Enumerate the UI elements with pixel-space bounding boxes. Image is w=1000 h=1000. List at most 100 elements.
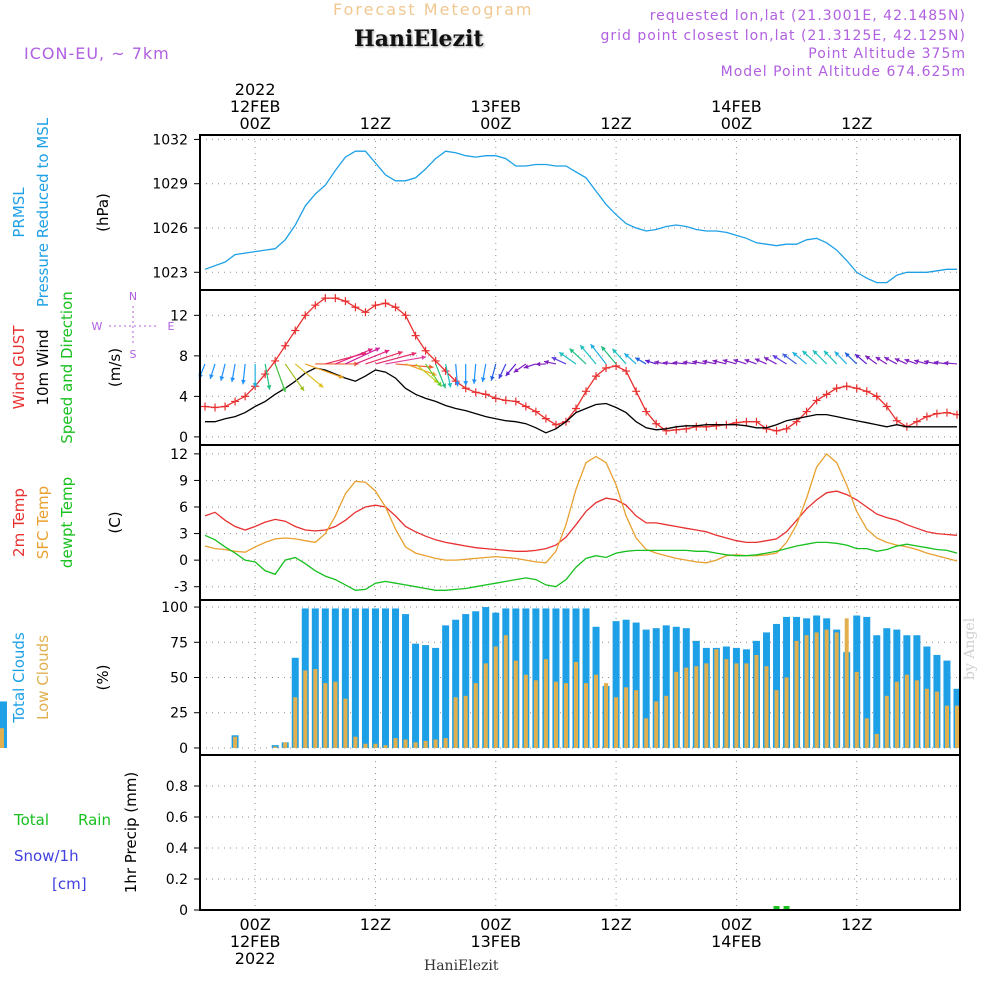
precip-label-rain: Rain [78,811,111,829]
gust-marker [411,331,420,340]
low-cloud-bar [323,683,328,748]
gust-marker [782,424,791,433]
footer-location: HaniElezit [424,958,499,974]
wind-arrow-head [924,359,929,365]
gust-marker [381,299,390,308]
time-label-top: 00Z [721,114,752,133]
gust-marker [521,402,530,411]
y-tick-label: 4 [179,389,188,405]
series-line-prmsl [204,150,957,284]
gust-marker [301,311,310,320]
time-label-bottom: 12Z [841,915,872,934]
y-tick-label: 0.8 [166,779,188,795]
y-tick-label: 12 [170,308,188,324]
low-cloud-bar [634,690,639,748]
low-cloud-bar [313,669,318,748]
total-cloud-bar [371,608,379,748]
wind-arrow-head [580,345,585,350]
gust-marker [491,394,500,403]
y-tick-label: 0.6 [166,810,188,826]
gust-marker [942,408,951,417]
gust-marker [922,412,931,421]
low-cloud-bar [433,739,438,748]
compass-east-label: E [168,320,175,333]
y-tick-label: 100 [161,600,188,616]
wind-arrow [405,363,437,376]
gust-marker [281,341,290,350]
panel-label: Wind GUST [10,325,28,410]
time-label-bottom: 12Z [360,915,391,934]
y-tick-label: 25 [170,706,188,722]
low-cloud-bar [744,663,749,748]
low-cloud-bar [343,698,348,748]
y-tick-label: 12 [170,447,188,463]
total-cloud-bar [341,608,349,748]
low-cloud-bar [473,683,478,748]
wind-arrow-head [498,373,503,379]
time-label-top: 13FEB [470,97,521,116]
gust-marker [451,377,460,386]
gust-marker [541,414,550,423]
wind-arrow-head [654,360,659,365]
panel-label: Total Clouds [10,632,28,724]
gust-marker [812,396,821,405]
panel-label: PRMSL [10,187,28,238]
wind-arrow-head [823,350,829,356]
gust-marker [632,387,641,396]
panel-label: (C) [106,511,124,533]
wind-arrow-head [384,349,390,355]
gust-marker [592,372,601,381]
low-cloud-bar [844,618,849,748]
y-tick-label: 1026 [152,221,188,237]
gust-marker [602,364,611,373]
gust-marker [571,404,580,413]
gust-marker [872,392,881,401]
low-cloud-bar [714,649,719,748]
gust-marker [692,422,701,431]
y-tick-label: 75 [170,635,188,651]
low-cloud-bar [934,691,939,748]
low-cloud-bar [834,632,839,748]
time-label-top: 14FEB [711,97,762,116]
wind-arrow-head [855,354,860,359]
low-cloud-bar [293,697,298,748]
series-line-sfc-temp [204,452,958,564]
series-line-dewpt-temp [204,534,958,591]
y-tick-label: -3 [174,580,188,596]
wind-arrow-head [505,371,511,377]
wind-arrow-head [209,374,214,379]
location-name: HaniElezit [354,26,484,52]
wind-arrow-head [252,383,258,388]
wind-arrow-head [471,379,477,384]
wind-arrow-head [299,385,305,391]
wind-arrow [375,352,417,365]
gust-marker [431,356,440,365]
compass-north-label: N [129,290,137,303]
gust-marker [882,402,891,411]
gust-marker [211,403,220,412]
gust-marker [852,384,861,393]
gust-marker [501,396,510,405]
wind-arrow-head [834,351,840,357]
panel-label: Low Clouds [34,635,52,720]
total-cloud-bar [462,614,470,748]
requested-coordinates: requested lon,lat (21.3001E, 42.1485N) [649,8,966,24]
panel-label: Speed and Direction [58,291,76,444]
total-cloud-bar [622,619,630,748]
total-cloud-bar [321,608,329,748]
time-label-bottom: 00Z [480,915,511,934]
time-label-bottom: 13FEB [470,932,521,951]
wind-arrow [415,363,439,384]
low-cloud-bar [614,697,619,748]
compass-west-label: W [92,320,103,333]
wind-arrow-head [559,352,565,357]
wind-arrow [355,349,390,365]
panel-frame [199,134,961,291]
total-cloud-bar [412,643,420,748]
grid-point-coordinates: grid point closest lon,lat (21.3125E, 42… [600,28,966,44]
low-cloud-bar [774,690,779,748]
gust-marker [231,397,240,406]
low-cloud-bar [874,733,879,748]
wind-arrow-head [480,377,486,383]
